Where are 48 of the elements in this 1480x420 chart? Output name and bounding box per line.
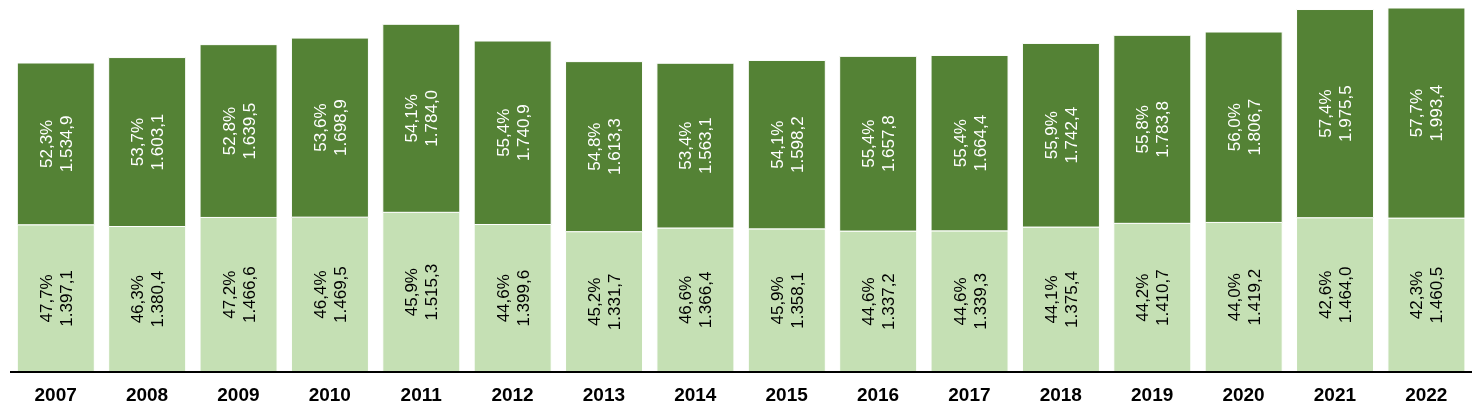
data-label: 54,1% 1.598,2 (767, 116, 807, 174)
data-label: 44,1% 1.375,4 (1041, 271, 1081, 328)
x-tick-label: 2009 (217, 384, 260, 406)
data-label: 44,6% 1.399,6 (493, 269, 533, 327)
x-tick-label: 2022 (1405, 384, 1448, 406)
data-label: 45,9% 1.515,3 (402, 263, 442, 321)
data-label: 52,8% 1.639,5 (219, 102, 259, 160)
x-tick-label: 2018 (1039, 384, 1082, 406)
x-tick-label: 2019 (1131, 384, 1174, 406)
data-label: 45,2% 1.331,7 (585, 273, 625, 331)
x-tick-label: 2008 (125, 384, 169, 406)
data-label: 47,7% 1.397,1 (36, 270, 76, 327)
x-tick-label: 2010 (308, 384, 351, 406)
data-label: 55,4% 1.664,4 (950, 114, 990, 172)
x-tick-label: 2017 (948, 384, 991, 406)
x-tick-label: 2021 (1313, 384, 1357, 406)
data-label: 53,6% 1.698,9 (310, 99, 350, 156)
data-label: 55,8% 1.783,8 (1133, 100, 1173, 158)
x-tick-label: 2014 (674, 384, 717, 406)
data-label: 44,6% 1.339,3 (950, 273, 990, 330)
data-label: 45,9% 1.358,1 (767, 272, 807, 329)
data-label: 54,8% 1.613,3 (585, 118, 625, 176)
data-label: 44,2% 1.410,7 (1133, 269, 1173, 327)
data-label: 57,7% 1.993,4 (1407, 84, 1447, 142)
data-label: 53,4% 1.563,1 (676, 117, 716, 174)
data-label: 55,4% 1.657,8 (859, 115, 899, 173)
x-tick-label: 2020 (1222, 384, 1265, 406)
data-label: 53,7% 1.603,1 (128, 113, 168, 171)
data-label: 55,9% 1.742,4 (1041, 106, 1081, 164)
x-tick-label: 2013 (582, 384, 626, 406)
data-label: 54,1% 1.784,0 (402, 89, 442, 147)
data-label: 44,0% 1.419,2 (1224, 268, 1264, 326)
x-tick-label: 2007 (34, 384, 77, 406)
x-tick-label: 2015 (765, 384, 809, 406)
x-tick-label: 2011 (400, 384, 443, 406)
x-tick-label: 2016 (856, 384, 900, 406)
data-label: 46,3% 1.380,4 (128, 270, 168, 328)
data-label: 47,2% 1.466,6 (219, 266, 259, 324)
data-label: 52,3% 1.534,9 (36, 115, 76, 173)
data-label: 42,6% 1.464,0 (1316, 266, 1356, 324)
data-label: 57,4% 1.975,5 (1316, 85, 1356, 142)
x-tick-label: 2012 (491, 384, 534, 406)
data-label: 44,6% 1.337,2 (859, 273, 899, 330)
data-label: 46,4% 1.469,5 (310, 266, 350, 323)
data-label: 42,3% 1.460,5 (1407, 266, 1447, 324)
data-label: 55,4% 1.740,9 (493, 104, 533, 162)
data-label: 46,6% 1.366,4 (676, 271, 716, 329)
data-label: 56,0% 1.806,7 (1224, 98, 1264, 156)
